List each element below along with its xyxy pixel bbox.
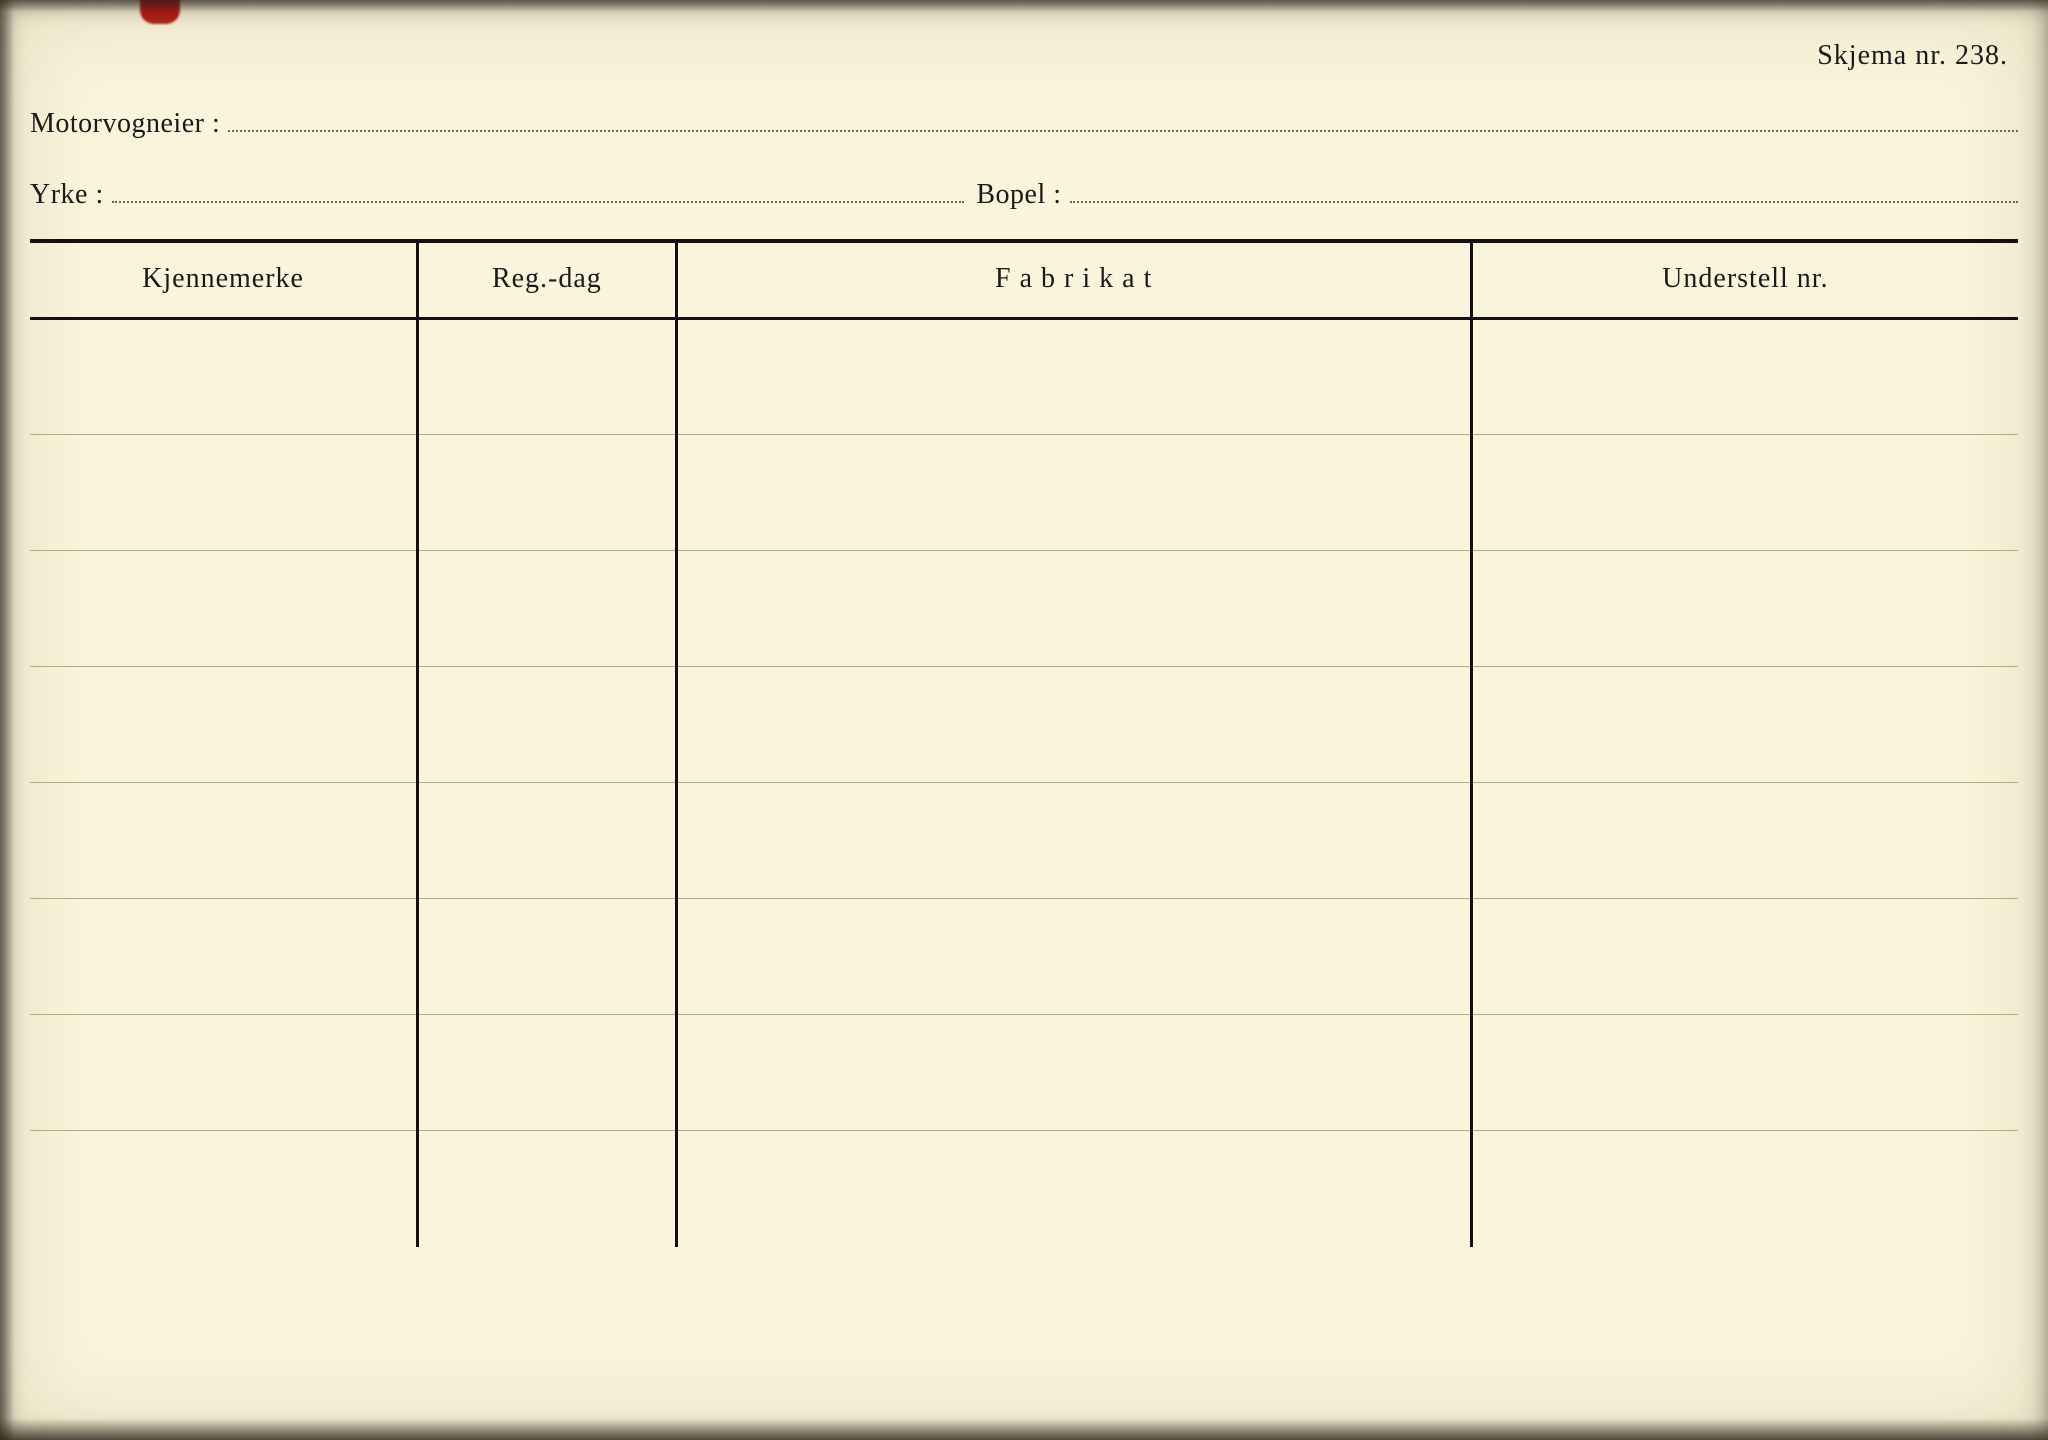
col-header-understell: Understell nr.	[1471, 243, 2018, 319]
cell-fabrikat[interactable]	[676, 899, 1471, 1015]
table-row	[30, 1015, 2018, 1131]
cell-regdag[interactable]	[418, 899, 676, 1015]
cell-kjennemerke[interactable]	[30, 1015, 418, 1131]
scan-edge-left	[0, 0, 14, 1440]
yrke-input-line[interactable]	[112, 178, 965, 203]
cell-understell[interactable]	[1471, 1131, 2018, 1247]
cell-understell[interactable]	[1471, 1015, 2018, 1131]
cell-understell[interactable]	[1471, 783, 2018, 899]
field-row-yrke-bopel: Yrke : Bopel :	[30, 178, 2018, 211]
cell-regdag[interactable]	[418, 1131, 676, 1247]
cell-regdag[interactable]	[418, 783, 676, 899]
motorvogneier-input-line[interactable]	[228, 107, 2018, 132]
cell-regdag[interactable]	[418, 667, 676, 783]
cell-fabrikat[interactable]	[676, 1131, 1471, 1247]
bopel-input-line[interactable]	[1070, 178, 2018, 203]
cell-kjennemerke[interactable]	[30, 551, 418, 667]
form-page: Skjema nr. 238. Motorvogneier : Yrke : B…	[0, 0, 2048, 1440]
motorvogneier-label: Motorvogneier :	[30, 108, 220, 140]
col-header-regdag: Reg.-dag	[418, 243, 676, 319]
yrke-label: Yrke :	[30, 179, 104, 211]
table-row	[30, 435, 2018, 551]
cell-regdag[interactable]	[418, 319, 676, 435]
field-segment-yrke: Yrke :	[30, 178, 964, 211]
cell-fabrikat[interactable]	[676, 435, 1471, 551]
cell-fabrikat[interactable]	[676, 551, 1471, 667]
cell-kjennemerke[interactable]	[30, 899, 418, 1015]
scan-edge-bottom	[0, 1418, 2048, 1440]
table-row	[30, 667, 2018, 783]
table-row	[30, 319, 2018, 435]
field-row-motorvogneier: Motorvogneier :	[30, 107, 2018, 140]
cell-fabrikat[interactable]	[676, 667, 1471, 783]
cell-regdag[interactable]	[418, 551, 676, 667]
cell-fabrikat[interactable]	[676, 319, 1471, 435]
cell-understell[interactable]	[1471, 435, 2018, 551]
bopel-label: Bopel :	[976, 179, 1061, 211]
table-header-row: Kjennemerke Reg.-dag F a b r i k a t Und…	[30, 243, 2018, 319]
cell-regdag[interactable]	[418, 435, 676, 551]
cell-kjennemerke[interactable]	[30, 1131, 418, 1247]
table-body	[30, 319, 2018, 1247]
registration-table-wrap: Kjennemerke Reg.-dag F a b r i k a t Und…	[30, 239, 2018, 1247]
cell-fabrikat[interactable]	[676, 783, 1471, 899]
schema-number: Skjema nr. 238.	[30, 40, 2018, 72]
cell-understell[interactable]	[1471, 899, 2018, 1015]
cell-understell[interactable]	[1471, 551, 2018, 667]
col-header-kjennemerke: Kjennemerke	[30, 243, 418, 319]
table-row	[30, 551, 2018, 667]
scan-edge-top	[0, 0, 2048, 12]
col-header-fabrikat: F a b r i k a t	[676, 243, 1471, 319]
cell-understell[interactable]	[1471, 319, 2018, 435]
cell-regdag[interactable]	[418, 1015, 676, 1131]
registration-table: Kjennemerke Reg.-dag F a b r i k a t Und…	[30, 239, 2018, 1247]
cell-understell[interactable]	[1471, 667, 2018, 783]
table-row	[30, 1131, 2018, 1247]
table-row	[30, 899, 2018, 1015]
cell-kjennemerke[interactable]	[30, 435, 418, 551]
cell-kjennemerke[interactable]	[30, 783, 418, 899]
field-segment-bopel: Bopel :	[976, 178, 2018, 211]
cell-kjennemerke[interactable]	[30, 319, 418, 435]
cell-fabrikat[interactable]	[676, 1015, 1471, 1131]
table-row	[30, 783, 2018, 899]
cell-kjennemerke[interactable]	[30, 667, 418, 783]
